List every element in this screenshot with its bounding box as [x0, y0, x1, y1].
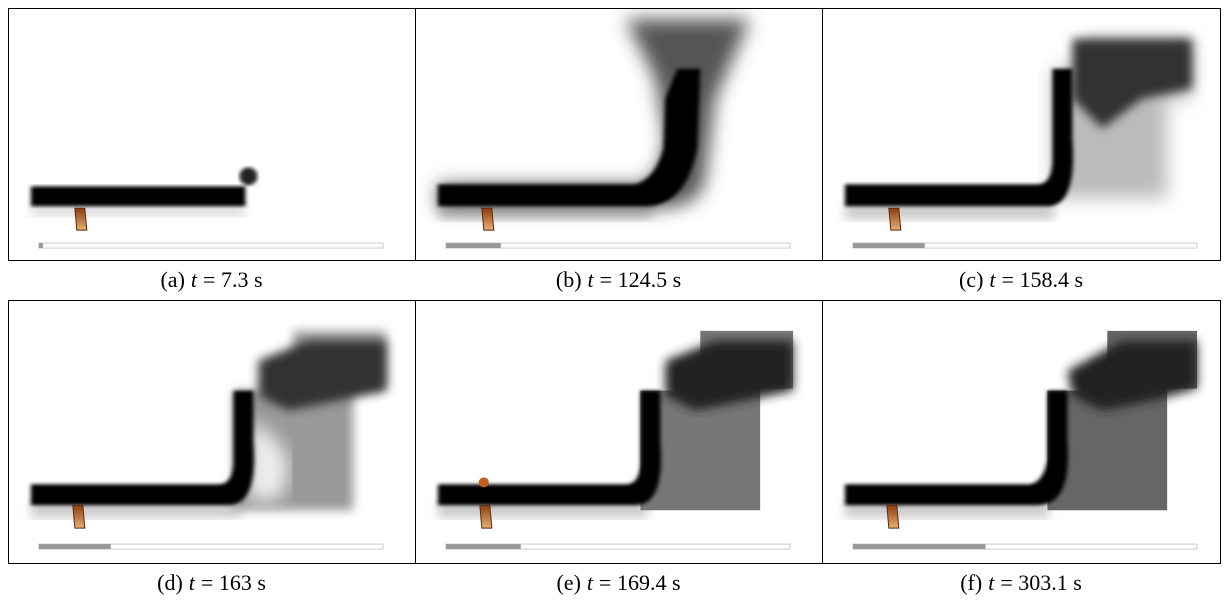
caption-variable: t: [189, 570, 195, 595]
panel-image: [822, 300, 1221, 564]
caption: (b)t= 124.5 s: [415, 260, 822, 300]
caption-value: = 124.5 s: [600, 267, 681, 292]
caption: (f) t= 303.1 s: [822, 563, 1220, 601]
panel-image: [415, 8, 823, 261]
caption-label: (d): [157, 570, 183, 595]
caption-variable: t: [191, 267, 197, 292]
panel-image: [415, 300, 823, 564]
caption-value: = 158.4 s: [1002, 267, 1083, 292]
caption-value: = 169.4 s: [599, 570, 680, 595]
panel-image: [822, 8, 1221, 261]
smoke-render: [9, 301, 415, 563]
smoke-render: [416, 301, 822, 563]
caption-label: (e): [556, 570, 580, 595]
panel-image: [8, 300, 416, 564]
page: (a)t= 7.3 s (b)t= 124.5 s (c)t= 158.4 s: [0, 0, 1228, 603]
caption: (a) t= 7.3 s: [8, 260, 415, 300]
caption: (d)t= 163 s: [8, 563, 415, 601]
panel-image: [8, 8, 416, 261]
caption-value: = 163 s: [201, 570, 266, 595]
caption-label: (f): [960, 570, 982, 595]
figure: (a)t= 7.3 s (b)t= 124.5 s (c)t= 158.4 s: [8, 8, 1220, 601]
caption-label: (a): [160, 267, 184, 292]
smoke-render: [823, 9, 1220, 260]
caption-value: = 303.1 s: [1000, 570, 1081, 595]
caption-label: (b): [556, 267, 582, 292]
caption-variable: t: [588, 267, 594, 292]
smoke-render: [416, 9, 822, 260]
caption-variable: t: [988, 570, 994, 595]
caption-label: (c): [959, 267, 983, 292]
caption-variable: t: [989, 267, 995, 292]
caption-value: = 7.3 s: [203, 267, 262, 292]
smoke-render: [823, 301, 1220, 563]
caption: (c)t = 158.4 s: [822, 260, 1220, 300]
smoke-render: [9, 9, 415, 260]
caption: (e) t= 169.4 s: [415, 563, 822, 601]
caption-variable: t: [587, 570, 593, 595]
